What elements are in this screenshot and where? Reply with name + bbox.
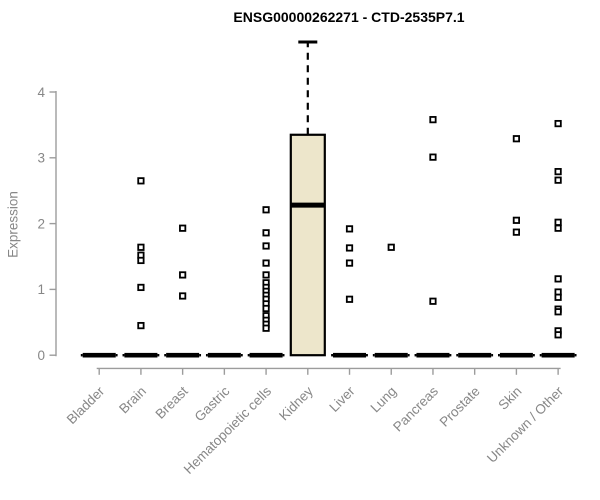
- outlier-dot: [512, 135, 521, 143]
- zero-box-cap-left: [456, 354, 459, 357]
- outlier-dot: [137, 243, 145, 251]
- box: [289, 133, 326, 357]
- outlier-dot: [554, 224, 562, 232]
- outlier-dot: [512, 216, 521, 224]
- zero-box-cap-right: [366, 354, 368, 357]
- y-tick-label: 3: [37, 151, 45, 166]
- zero-box: [374, 352, 408, 358]
- outlier-dot: [429, 116, 437, 124]
- zero-box-cap-left: [122, 354, 125, 357]
- zero-box-cap-right: [199, 354, 202, 357]
- zero-box: [416, 352, 450, 358]
- outlier-dot: [345, 244, 354, 252]
- outlier-dot: [554, 293, 562, 301]
- chart-title: ENSG00000262271 - CTD-2535P7.1: [233, 9, 465, 25]
- outlier-dot: [554, 218, 562, 226]
- x-category-label: Bladder: [64, 383, 108, 427]
- outlier-dot: [179, 271, 187, 279]
- zero-box-cap-left: [247, 354, 250, 357]
- outlier-dot: [137, 283, 145, 292]
- outlier-dot: [554, 275, 562, 283]
- zero-box-cap-right: [157, 354, 160, 357]
- zero-box-cap-right: [449, 354, 452, 357]
- outlier-dot: [554, 119, 562, 128]
- zero-box-cap-right: [574, 354, 577, 357]
- zero-box-cap-right: [282, 354, 285, 357]
- y-tick-label: 4: [37, 85, 45, 100]
- outlier-dot: [554, 176, 562, 184]
- zero-box-cap-left: [331, 354, 334, 357]
- zero-box-cap-left: [498, 354, 500, 357]
- zero-box: [249, 352, 283, 358]
- zero-box-cap-right: [115, 354, 118, 357]
- zero-box: [499, 352, 533, 358]
- zero-box-cap-left: [80, 354, 83, 357]
- y-tick-label: 2: [37, 216, 45, 231]
- outlier-dot: [512, 228, 521, 236]
- zero-box: [207, 352, 241, 358]
- outlier-dot: [137, 321, 145, 330]
- zero-box-cap-right: [407, 354, 410, 357]
- y-tick-label: 1: [37, 282, 45, 297]
- outlier-dot: [137, 256, 145, 265]
- outlier-dot: [179, 224, 187, 232]
- zero-box: [166, 352, 200, 358]
- zero-box-cap-left: [164, 354, 167, 357]
- outlier-dot: [345, 295, 354, 303]
- outlier-dot: [262, 324, 270, 332]
- zero-box: [541, 352, 575, 358]
- x-category-label: Lung: [368, 384, 400, 416]
- zero-box-cap-left: [205, 354, 208, 357]
- outlier-dot: [429, 297, 437, 305]
- zero-box-cap-left: [414, 354, 417, 357]
- zero-box-cap-right: [240, 354, 243, 357]
- zero-box: [333, 352, 367, 358]
- zero-box-cap-right: [532, 354, 535, 357]
- outlier-dot: [262, 271, 270, 279]
- zero-box: [458, 352, 492, 358]
- outlier-dot: [429, 153, 437, 161]
- zero-box: [124, 352, 158, 358]
- outlier-dot: [554, 308, 562, 316]
- x-category-label: Liver: [326, 383, 358, 415]
- outlier-dot: [554, 168, 562, 176]
- x-category-label: Breast: [153, 383, 191, 421]
- outlier-dot: [137, 177, 145, 185]
- outlier-dot: [262, 242, 270, 250]
- outlier-dot: [262, 259, 270, 267]
- zero-box-cap-left: [539, 354, 542, 357]
- outlier-dot: [262, 304, 270, 313]
- y-tick-label: 0: [37, 348, 45, 363]
- x-category-label: Pancreas: [390, 383, 441, 434]
- outlier-dot: [262, 229, 270, 237]
- x-category-label: Skin: [495, 384, 524, 413]
- x-category-label: Prostate: [437, 384, 483, 430]
- x-category-label: Brain: [116, 384, 149, 417]
- outlier-dot: [345, 259, 354, 267]
- outlier-dot: [387, 243, 395, 251]
- x-category-label: Kidney: [276, 383, 316, 423]
- x-category-label: Unknown / Other: [484, 383, 567, 466]
- zero-box: [82, 352, 116, 358]
- zero-box-cap-left: [372, 354, 375, 357]
- outlier-dot: [554, 331, 562, 339]
- x-category-label: Gastric: [192, 383, 233, 424]
- outlier-dot: [262, 206, 270, 214]
- zero-box-cap-right: [491, 354, 494, 357]
- outlier-dot: [179, 292, 187, 300]
- outlier-dot: [345, 225, 354, 233]
